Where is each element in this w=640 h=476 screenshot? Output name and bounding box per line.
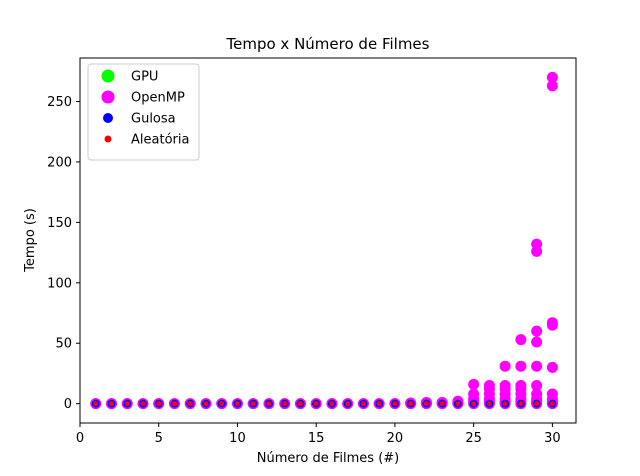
legend-box (87, 63, 200, 161)
legend-marker (103, 113, 113, 123)
data-point (471, 401, 477, 407)
y-tick-label: 100 (47, 276, 72, 291)
legend-item-openmp: OpenMP (101, 90, 185, 106)
data-point (546, 388, 558, 400)
y-tick-label: 200 (47, 155, 72, 170)
data-point (534, 401, 540, 407)
x-tick-label: 0 (76, 431, 84, 446)
data-point (156, 401, 162, 407)
data-point (531, 238, 543, 250)
data-point (531, 388, 543, 400)
legend-label: GPU (131, 70, 158, 85)
x-tick-label: 15 (308, 431, 325, 446)
data-point (468, 388, 480, 400)
legend: GPU OpenMP Gulosa Aleatória (87, 63, 200, 161)
legend-marker (101, 69, 115, 83)
data-point (250, 401, 256, 407)
data-point (297, 401, 303, 407)
data-point (282, 401, 288, 407)
data-point (549, 401, 555, 407)
data-point (515, 334, 527, 346)
data-point (360, 401, 366, 407)
axes-frame (79, 57, 577, 424)
data-point (439, 401, 445, 407)
legend-item-gpu: GPU (101, 69, 158, 85)
legend-label: Gulosa (131, 112, 176, 127)
data-point (423, 401, 429, 407)
data-point (455, 401, 461, 407)
data-point (486, 401, 492, 407)
data-point (483, 380, 495, 392)
data-point (546, 80, 558, 92)
legend-marker (101, 90, 115, 104)
data-point (502, 401, 508, 407)
x-tick-label: 10 (229, 431, 246, 446)
y-tick-label: 150 (47, 216, 72, 231)
data-point (546, 71, 558, 83)
data-point (518, 401, 524, 407)
x-tick-label: 5 (155, 431, 163, 446)
data-point (546, 361, 558, 373)
data-point (392, 401, 398, 407)
y-axis-label: Tempo (s) (23, 208, 38, 273)
y-tick-label: 50 (55, 337, 72, 352)
data-point (266, 401, 272, 407)
plot-area (90, 71, 558, 410)
data-point (515, 360, 527, 372)
legend-item-aleatoria: Aleatória (104, 133, 189, 148)
data-point (203, 401, 209, 407)
data-point (546, 317, 558, 329)
y-tick-label: 250 (47, 95, 72, 110)
data-point (499, 380, 511, 392)
data-point (171, 401, 177, 407)
data-point (531, 325, 543, 337)
data-point (531, 380, 543, 392)
legend-marker (104, 135, 112, 143)
data-point (124, 401, 130, 407)
x-tick-label: 25 (465, 431, 482, 446)
data-point (187, 401, 193, 407)
x-tick-label: 20 (387, 431, 404, 446)
data-point (515, 380, 527, 392)
x-axis: 0 5 10 15 20 25 30 (76, 423, 561, 446)
data-point (108, 401, 114, 407)
data-point (468, 378, 480, 390)
data-point (140, 401, 146, 407)
data-point (313, 401, 319, 407)
data-point (329, 401, 335, 407)
x-tick-label: 30 (544, 431, 561, 446)
y-axis: 0 50 100 150 200 250 (47, 95, 80, 412)
data-point (234, 401, 240, 407)
data-point (345, 401, 351, 407)
data-point (408, 401, 414, 407)
series-aleatoria (93, 401, 555, 407)
data-point (531, 360, 543, 372)
data-point (499, 360, 511, 372)
data-point (219, 401, 225, 407)
legend-label: OpenMP (131, 91, 185, 106)
x-axis-label: Número de Filmes (#) (257, 451, 400, 466)
y-tick-label: 0 (64, 397, 72, 412)
legend-label: Aleatória (131, 133, 189, 148)
data-point (376, 401, 382, 407)
data-point (93, 401, 99, 407)
legend-item-gulosa: Gulosa (103, 112, 176, 127)
chart-title: Tempo x Número de Filmes (226, 35, 430, 53)
data-point (531, 336, 543, 348)
